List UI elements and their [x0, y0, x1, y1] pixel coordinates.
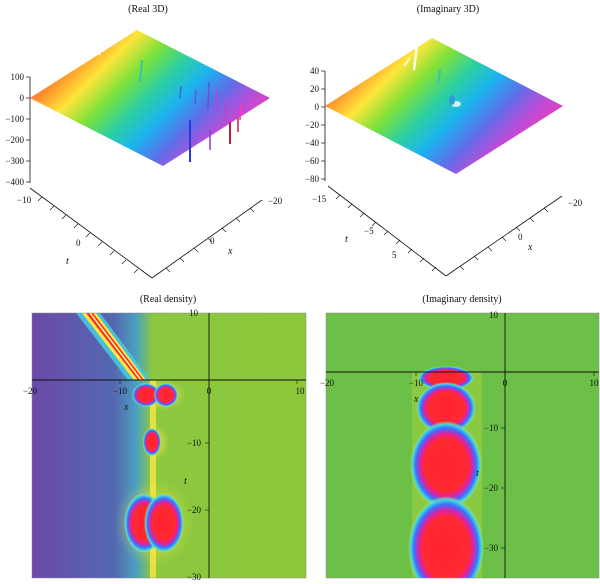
z-tick-label: 40: [310, 66, 320, 76]
title-imaginary-3d: (Imaginary 3D): [417, 4, 479, 15]
panel-imaginary-density: (Imaginary density) −20 −10 0 10 x 10 −1…: [320, 294, 600, 579]
surface-imaginary: [325, 38, 563, 174]
x-tick-label: −10: [113, 386, 128, 396]
z-tick-label: 100: [11, 72, 25, 82]
panel-real-density: (Real density): [23, 294, 307, 582]
x-axis-label: x: [413, 394, 419, 405]
t-tick-label: 0: [76, 238, 81, 248]
x-tick-label: 10: [590, 378, 600, 388]
x-axis-label: x: [227, 246, 233, 257]
y-tick-label: −30: [187, 572, 202, 582]
ticks-real-density: [119, 380, 298, 511]
y-tick-label: −20: [187, 505, 202, 515]
x-tick-label: −20: [23, 386, 38, 396]
y-tick-label: 10: [189, 308, 199, 318]
ticks-imag-density: [415, 372, 595, 549]
t-axis-real: [29, 187, 153, 279]
y-tick-label: −20: [484, 483, 499, 493]
z-tick-label: −100: [5, 114, 24, 124]
surface-spikes-real: [94, 45, 242, 162]
y-tick-label: −10: [187, 438, 202, 448]
z-tick-label: −40: [305, 138, 320, 148]
title-real-density: (Real density): [140, 294, 196, 305]
y-tick-label: −10: [484, 423, 499, 433]
y-tick-label: 10: [489, 310, 499, 320]
x-tick-label: 10: [296, 386, 306, 396]
heatmap-imaginary: [326, 313, 599, 578]
x-tick-label: −20: [568, 198, 583, 208]
t-axis-label: t: [66, 256, 69, 267]
x-tick-label: −10: [409, 378, 424, 388]
title-imaginary-density: (Imaginary density): [422, 294, 501, 305]
z-tick-label: −60: [305, 156, 320, 166]
x-axis-label: x: [123, 402, 129, 413]
x-tick-label: 0: [518, 232, 523, 242]
title-real-3d: (Real 3D): [128, 4, 168, 15]
x-axis-label: x: [527, 242, 533, 253]
x-tick-label: 0: [503, 378, 508, 388]
z-tick-label: 0: [20, 93, 25, 103]
z-tick-label: −80: [305, 174, 320, 184]
z-tick-label: 20: [310, 84, 320, 94]
y-axis-label: t: [476, 468, 479, 479]
surface-spikes-imaginary: [403, 35, 461, 107]
x-axis-minor-ticks-real: [165, 207, 255, 273]
surface-real: [30, 30, 270, 166]
z-tick-label: −300: [5, 156, 24, 166]
t-axis-minor-ticks-real: [37, 196, 139, 274]
heatmap-real: [32, 313, 306, 578]
z-tick-label: −20: [305, 120, 320, 130]
z-ticks-imag: 40 20 0 −20 −40 −60 −80: [305, 66, 325, 184]
x-axis-real: [151, 199, 263, 279]
x-tick-label: 0: [210, 236, 215, 246]
z-tick-label: −400: [5, 177, 24, 187]
y-axis-label: t: [184, 476, 187, 487]
t-axis-minor-ticks-imag: [335, 194, 437, 272]
t-axis-imag: [327, 185, 447, 277]
t-tick-label: −10: [17, 195, 32, 205]
x-tick-label: −20: [268, 196, 283, 206]
z-tick-label: 0: [315, 102, 320, 112]
x-axis-imag: [445, 195, 563, 277]
t-tick-label: 5: [392, 250, 397, 260]
t-tick-label: −5: [364, 226, 374, 236]
z-ticks-real: 100 0 −100 −200 −300 −400: [5, 72, 30, 187]
x-tick-label: 0: [207, 386, 212, 396]
y-tick-label: −30: [484, 543, 499, 553]
z-tick-label: −200: [5, 135, 24, 145]
panel-real-3d: (Real 3D) 100 0 −100: [5, 4, 283, 279]
x-tick-label: −20: [320, 378, 335, 388]
x-axis-minor-ticks-imag: [459, 207, 549, 271]
t-tick-label: −15: [312, 194, 327, 204]
t-axis-label: t: [345, 234, 348, 245]
panel-imaginary-3d: (Imaginary 3D) 40 20 0 −20 −40 −60 −80: [305, 4, 583, 277]
